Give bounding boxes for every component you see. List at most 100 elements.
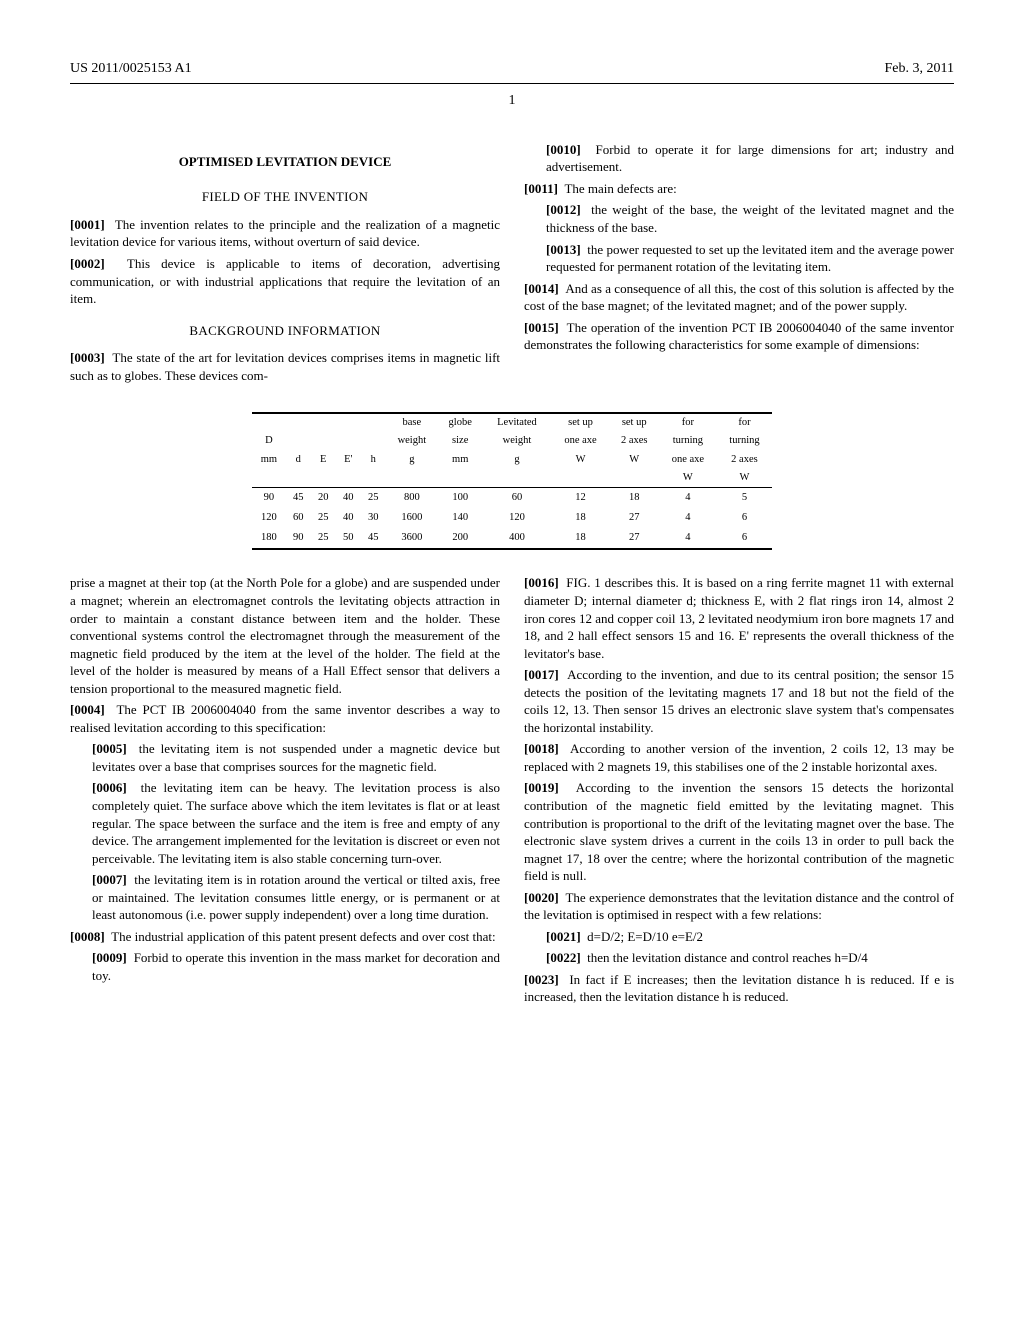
td: 45 — [286, 487, 311, 508]
td: 27 — [610, 528, 659, 549]
th — [311, 432, 336, 450]
th: mm — [252, 451, 286, 469]
td: 4 — [659, 508, 717, 528]
th: set up — [552, 413, 610, 432]
th: turning — [717, 432, 772, 450]
td: 800 — [386, 487, 438, 508]
th — [361, 432, 386, 450]
td: 30 — [361, 508, 386, 528]
td: 18 — [552, 508, 610, 528]
table-head-row: mm d E E' h g mm g W W one axe 2 axes — [252, 451, 772, 469]
para-text: the levitating item can be heavy. The le… — [92, 780, 500, 865]
th: for — [717, 413, 772, 432]
td: 90 — [252, 487, 286, 508]
td: 60 — [482, 487, 551, 508]
para-text: According to another version of the inve… — [524, 741, 954, 774]
td: 18 — [552, 528, 610, 549]
para-text: And as a consequence of all this, the co… — [524, 281, 954, 314]
table-body: 90 45 20 40 25 800 100 60 12 18 4 5 120 … — [252, 487, 772, 549]
para-num: [0010] — [546, 142, 581, 157]
para-num: [0006] — [92, 780, 127, 795]
table-row: 90 45 20 40 25 800 100 60 12 18 4 5 — [252, 487, 772, 508]
th: turning — [659, 432, 717, 450]
para-text: The PCT IB 2006004040 from the same inve… — [70, 702, 500, 735]
th — [252, 469, 286, 488]
para-0022: [0022] then the levitation distance and … — [524, 949, 954, 967]
para-0008: [0008] The industrial application of thi… — [70, 928, 500, 946]
th: size — [438, 432, 482, 450]
para-num: [0022] — [546, 950, 581, 965]
th — [311, 413, 336, 432]
para-text: the levitating item is in rotation aroun… — [92, 872, 500, 922]
th: weight — [386, 432, 438, 450]
th — [336, 469, 361, 488]
para-0011: [0011] The main defects are: — [524, 180, 954, 198]
td: 20 — [311, 487, 336, 508]
right-column-top: [0010] Forbid to operate it for large di… — [524, 141, 954, 388]
table-head-row: W W — [252, 469, 772, 488]
td: 25 — [311, 508, 336, 528]
publication-date: Feb. 3, 2011 — [885, 60, 954, 79]
para-0005: [0005] the levitating item is not suspen… — [70, 740, 500, 775]
td: 5 — [717, 487, 772, 508]
td: 4 — [659, 528, 717, 549]
td: 40 — [336, 508, 361, 528]
td: 180 — [252, 528, 286, 549]
th: mm — [438, 451, 482, 469]
td: 200 — [438, 528, 482, 549]
background-heading: BACKGROUND INFORMATION — [70, 322, 500, 340]
para-num: [0008] — [70, 929, 105, 944]
th — [286, 413, 311, 432]
para-0001: [0001] The invention relates to the prin… — [70, 216, 500, 251]
para-0023: [0023] In fact if E increases; then the … — [524, 971, 954, 1006]
para-text: Forbid to operate this invention in the … — [92, 950, 500, 983]
th — [386, 469, 438, 488]
table-row: 180 90 25 50 45 3600 200 400 18 27 4 6 — [252, 528, 772, 549]
para-0017: [0017] According to the invention, and d… — [524, 666, 954, 736]
td: 50 — [336, 528, 361, 549]
bottom-columns: prise a magnet at their top (at the Nort… — [70, 574, 954, 1010]
para-0015: [0015] The operation of the invention PC… — [524, 319, 954, 354]
para-text: the levitating item is not suspended und… — [92, 741, 500, 774]
para-num: [0011] — [524, 181, 558, 196]
th — [361, 413, 386, 432]
document-title: OPTIMISED LEVITATION DEVICE — [70, 153, 500, 171]
td: 27 — [610, 508, 659, 528]
th: globe — [438, 413, 482, 432]
para-num: [0015] — [524, 320, 559, 335]
page-number: 1 — [70, 92, 954, 111]
para-num: [0001] — [70, 217, 105, 232]
publication-number: US 2011/0025153 A1 — [70, 60, 192, 79]
th — [252, 413, 286, 432]
para-num: [0012] — [546, 202, 581, 217]
td: 25 — [311, 528, 336, 549]
td: 400 — [482, 528, 551, 549]
para-text: The main defects are: — [564, 181, 676, 196]
th — [482, 469, 551, 488]
para-num: [0020] — [524, 890, 559, 905]
para-text: This device is applicable to items of de… — [70, 256, 500, 306]
th — [311, 469, 336, 488]
th: W — [717, 469, 772, 488]
th: d — [286, 451, 311, 469]
th — [361, 469, 386, 488]
td: 60 — [286, 508, 311, 528]
table-head: base globe Levitated set up set up for f… — [252, 413, 772, 487]
para-text: then the levitation distance and control… — [587, 950, 868, 965]
para-0009: [0009] Forbid to operate this invention … — [70, 949, 500, 984]
th: one axe — [659, 451, 717, 469]
table-row: 120 60 25 40 30 1600 140 120 18 27 4 6 — [252, 508, 772, 528]
th — [286, 469, 311, 488]
para-0003: [0003] The state of the art for levitati… — [70, 349, 500, 384]
th — [286, 432, 311, 450]
para-0006: [0006] the levitating item can be heavy.… — [70, 779, 500, 867]
para-text: the weight of the base, the weight of th… — [546, 202, 954, 235]
th: base — [386, 413, 438, 432]
para-text: According to the invention the sensors 1… — [524, 780, 954, 883]
td: 6 — [717, 528, 772, 549]
th — [438, 469, 482, 488]
td: 1600 — [386, 508, 438, 528]
para-text: Forbid to operate it for large dimension… — [546, 142, 954, 175]
para-text: the power requested to set up the levita… — [546, 242, 954, 275]
td: 25 — [361, 487, 386, 508]
